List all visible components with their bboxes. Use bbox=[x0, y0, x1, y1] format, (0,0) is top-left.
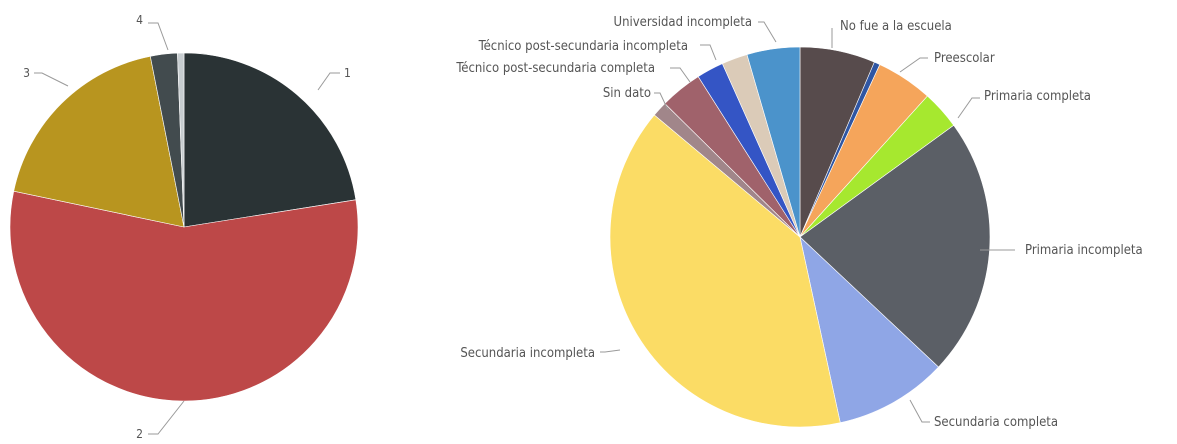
pie1-slice-1 bbox=[183, 52, 357, 228]
pie2-label-preescolar: Preescolar bbox=[934, 51, 995, 66]
pie1-slice-2 bbox=[9, 190, 359, 402]
pie2-leader-sin-dato bbox=[654, 92, 669, 111]
pie2-label-sin-dato: Sin dato bbox=[603, 86, 651, 101]
pie2-label-tecnico-post-secundaria-completa: Técnico post-secundaria completa bbox=[455, 61, 655, 76]
pie2-leader-tecnico-post-secundaria-completa bbox=[670, 67, 691, 83]
pie1-label-3: 3 bbox=[23, 66, 30, 80]
pie2-leader-secundaria-completa bbox=[909, 399, 930, 423]
pie1-leader-1 bbox=[317, 72, 340, 91]
pie2-leader-primaria-completa bbox=[957, 97, 980, 119]
pie1-leader-4 bbox=[148, 22, 169, 51]
pie1-leader-3 bbox=[34, 72, 69, 87]
pie2-slice-primaria-incompleta bbox=[799, 124, 991, 368]
pie2-label-primaria-completa: Primaria completa bbox=[984, 89, 1091, 104]
pie2-label-universidad-incompleta: Universidad incompleta bbox=[614, 15, 753, 30]
pie2-leader-secundaria-incompleta bbox=[600, 349, 621, 353]
pie-chart-2: No fue a la escuela Preescolar Primaria co… bbox=[455, 15, 1142, 430]
pie2-label-secundaria-incompleta: Secundaria incompleta bbox=[460, 346, 595, 361]
pie1-label-2: 2 bbox=[136, 427, 143, 441]
pie1-slice-unlabeled-4 bbox=[177, 52, 185, 228]
pie2-slice-secundaria-incompleta bbox=[609, 114, 841, 428]
pie1-label-1: 1 bbox=[344, 66, 351, 80]
pie2-slice-secundaria-completa bbox=[799, 236, 939, 424]
pie2-leader-preescolar bbox=[899, 57, 928, 73]
pie2-slice-universidad-incompleta bbox=[746, 46, 801, 238]
pie2-label-secundaria-completa: Secundaria completa bbox=[934, 415, 1058, 430]
pie-chart-1: 1 2 3 4 bbox=[9, 13, 359, 441]
pie1-slice-3 bbox=[13, 55, 185, 228]
pie1-leader-2 bbox=[148, 400, 185, 435]
pie2-label-tecnico-post-secundaria-incompleta: Técnico post-secundaria incompleta bbox=[478, 39, 688, 54]
pie1-label-4: 4 bbox=[136, 13, 143, 27]
pie2-leader-universidad-incompleta bbox=[758, 21, 777, 43]
pie2-label-primaria-incompleta: Primaria incompleta bbox=[1025, 243, 1143, 258]
pie2-leader-tecnico-post-secundaria-incompleta bbox=[700, 44, 717, 61]
pie2-label-no-fue-a-la-escuela: No fue a la escuela bbox=[840, 19, 952, 34]
